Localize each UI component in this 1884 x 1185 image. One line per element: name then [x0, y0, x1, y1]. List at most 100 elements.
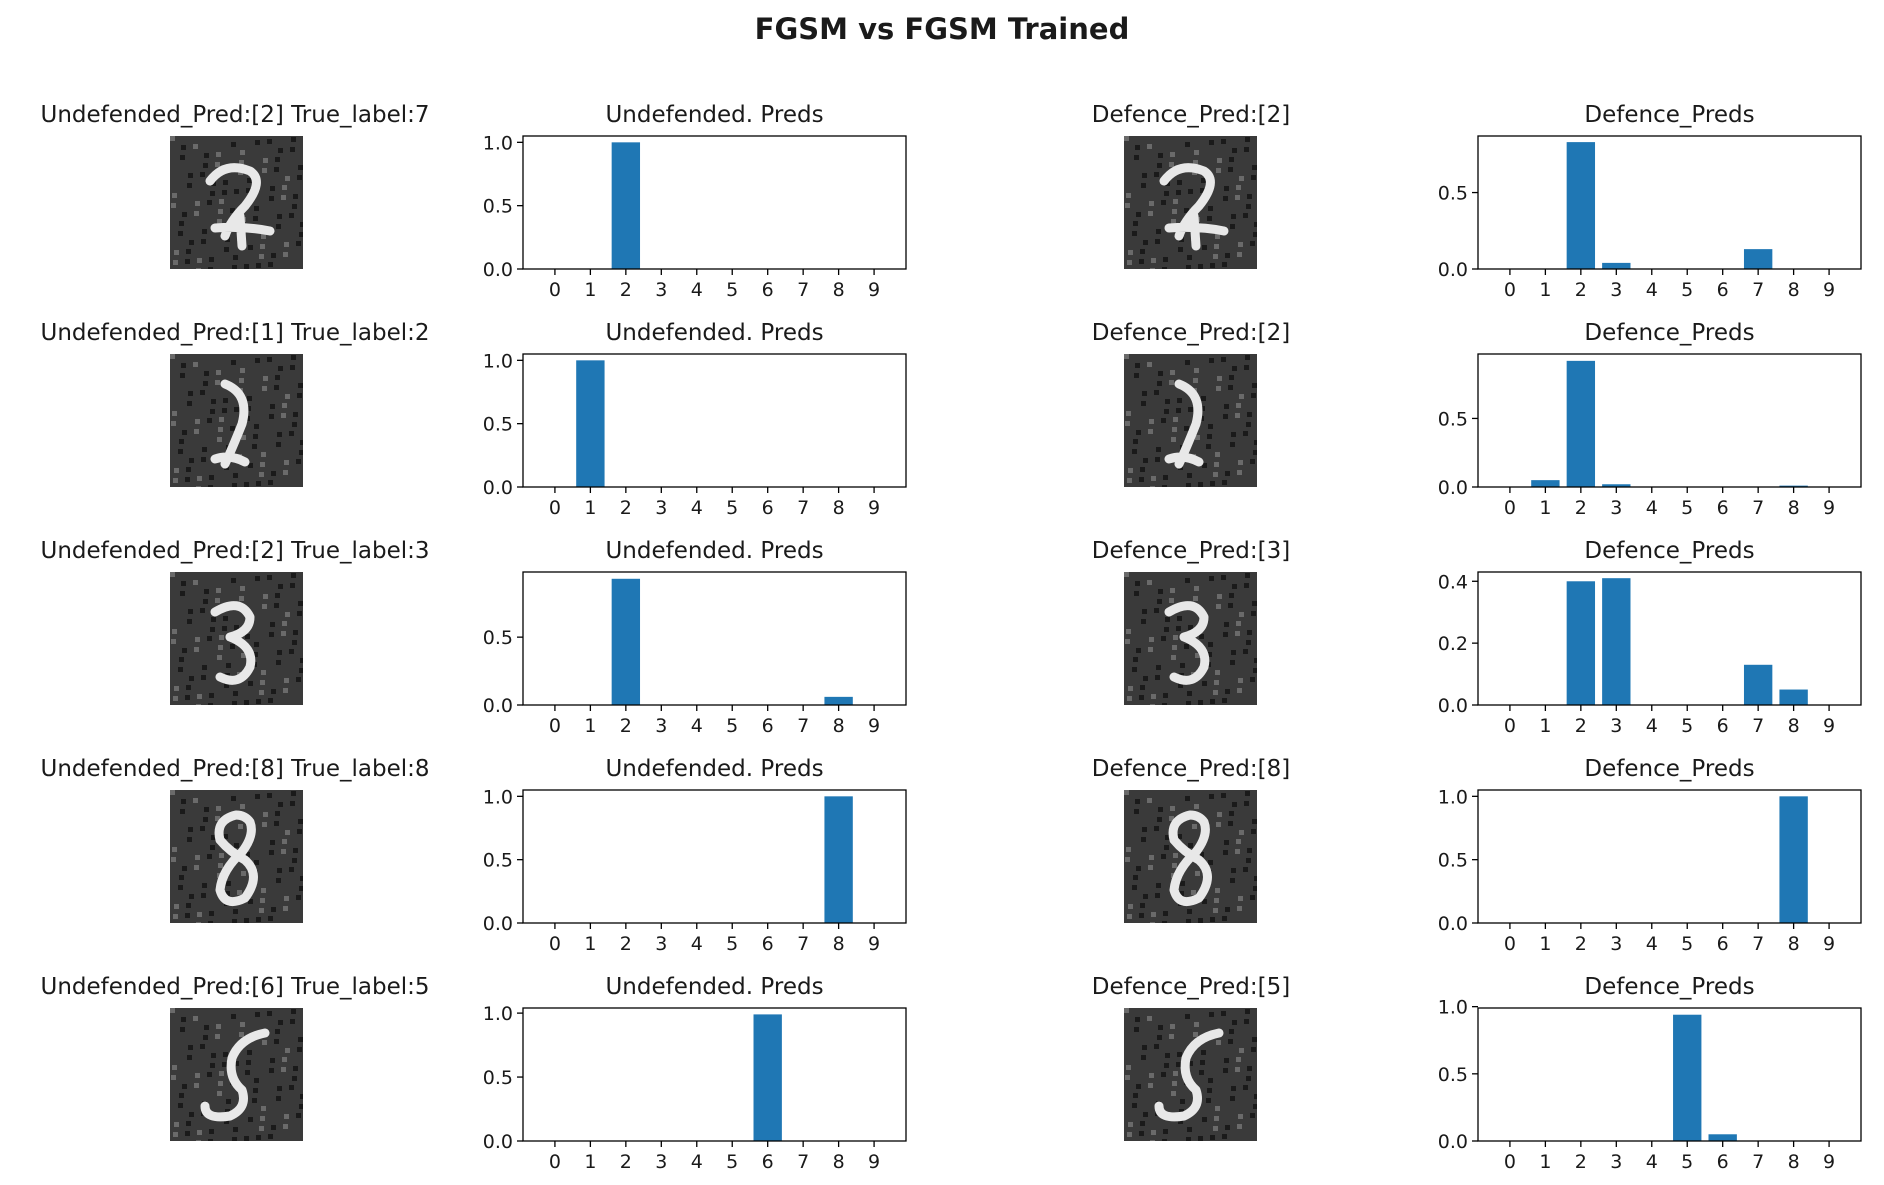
noise-pixel [232, 919, 237, 923]
noise-pixel [244, 1136, 249, 1141]
noise-pixel [291, 573, 296, 578]
digit-image-graphic [170, 354, 303, 487]
noise-pixel [234, 1061, 239, 1066]
noise-pixel [181, 799, 186, 804]
y-tick-label: 0.5 [483, 196, 513, 218]
y-tick-label: 0.0 [483, 259, 513, 281]
noise-pixel [180, 1027, 185, 1032]
x-tick-label: 3 [655, 715, 667, 737]
noise-pixel [1206, 444, 1211, 449]
noise-pixel [1222, 698, 1227, 703]
x-tick-label: 2 [1575, 933, 1587, 955]
x-tick-label: 1 [584, 933, 596, 955]
noise-pixel [1223, 632, 1228, 637]
noise-pixel [173, 260, 178, 265]
noise-pixel [1254, 876, 1257, 881]
noise-pixel [219, 199, 224, 204]
chart-title: Undefended. Preds [605, 320, 824, 346]
noise-pixel [197, 476, 202, 481]
chart-title: Defence_Preds [1584, 102, 1755, 128]
noise-pixel [1128, 686, 1133, 691]
noise-pixel [231, 1014, 236, 1019]
noise-pixel [254, 860, 259, 865]
noise-pixel [1149, 855, 1154, 860]
noise-pixel [1169, 816, 1174, 821]
noise-pixel [291, 355, 296, 360]
chart-title: Defence_Preds [1584, 538, 1755, 564]
noise-pixel [232, 483, 237, 487]
noise-pixel [1193, 596, 1198, 601]
noise-pixel [1231, 1086, 1236, 1091]
digit-image-graphic [1124, 354, 1257, 487]
x-tick-label: 1 [1539, 497, 1551, 519]
noise-pixel [1163, 1129, 1168, 1134]
noise-pixel [174, 468, 179, 473]
noise-pixel [1161, 1072, 1166, 1077]
noise-pixel [296, 459, 301, 464]
noise-pixel [1132, 885, 1137, 890]
noise-pixel [1193, 1032, 1198, 1037]
x-tick-label: 4 [691, 279, 703, 301]
noise-pixel [1193, 160, 1198, 165]
x-tick-label: 2 [620, 715, 632, 737]
noise-pixel [259, 908, 264, 913]
noise-pixel [1155, 893, 1160, 898]
noise-pixel [1195, 871, 1200, 876]
noise-pixel [298, 819, 303, 824]
bar-chart-svg: 0 1 2 3 4 5 6 7 8 9 0.0 0.5 [1438, 353, 1862, 519]
noise-pixel [1210, 481, 1215, 486]
bar-chart-svg: 0 1 2 3 4 5 6 7 8 9 0.0 0.5 1.0 [483, 132, 907, 301]
x-tick-label: 4 [1646, 933, 1658, 955]
noise-pixel [1245, 791, 1250, 796]
noise-pixel [1199, 634, 1204, 639]
noise-pixel [1208, 1078, 1213, 1083]
noise-pixel [223, 616, 228, 621]
noise-pixel [173, 914, 178, 919]
noise-pixel [1165, 1053, 1170, 1058]
noise-pixel [1251, 393, 1256, 398]
noise-pixel [254, 206, 259, 211]
noise-pixel [296, 895, 301, 900]
noise-pixel [274, 821, 279, 826]
noise-pixel [1134, 1027, 1139, 1032]
noise-pixel [1254, 440, 1257, 445]
noise-pixel [269, 196, 274, 201]
noise-pixel [204, 589, 209, 594]
noise-pixel [268, 916, 273, 921]
noise-pixel [179, 875, 184, 880]
y-tick-label: 0.5 [1438, 408, 1468, 430]
noise-pixel [292, 422, 297, 427]
noise-pixel [1199, 852, 1204, 857]
noise-pixel [245, 634, 250, 639]
noise-pixel [1229, 593, 1234, 598]
noise-pixel [232, 701, 237, 705]
noise-pixel [1251, 1047, 1256, 1052]
noise-pixel [200, 826, 205, 831]
noise-pixel [1158, 371, 1163, 376]
noise-pixel [277, 1086, 282, 1091]
x-tick-label: 4 [691, 1151, 703, 1173]
noise-pixel [1191, 890, 1196, 895]
bar-8 [1779, 689, 1808, 705]
noise-pixel [217, 437, 222, 442]
noise-pixel [209, 693, 214, 698]
noise-pixel [275, 593, 280, 598]
noise-pixel [1165, 617, 1170, 622]
noise-pixel [244, 918, 249, 923]
noise-pixel [248, 681, 253, 686]
noise-pixel [1236, 839, 1241, 844]
noise-pixel [1244, 1019, 1249, 1024]
noise-pixel [1124, 136, 1129, 141]
noise-pixel [207, 854, 212, 859]
noise-pixel [224, 683, 229, 688]
noise-pixel [1143, 676, 1148, 681]
noise-pixel [269, 850, 274, 855]
noise-pixel [186, 249, 191, 254]
noise-pixel [1136, 648, 1141, 653]
axes-frame [522, 135, 907, 270]
noise-pixel [226, 881, 231, 886]
y-tick-label: 0.0 [1438, 1131, 1468, 1153]
image-title: Defence_Pred:[3] [1091, 538, 1291, 564]
noise-pixel [253, 216, 258, 221]
noise-pixel [1134, 373, 1139, 378]
